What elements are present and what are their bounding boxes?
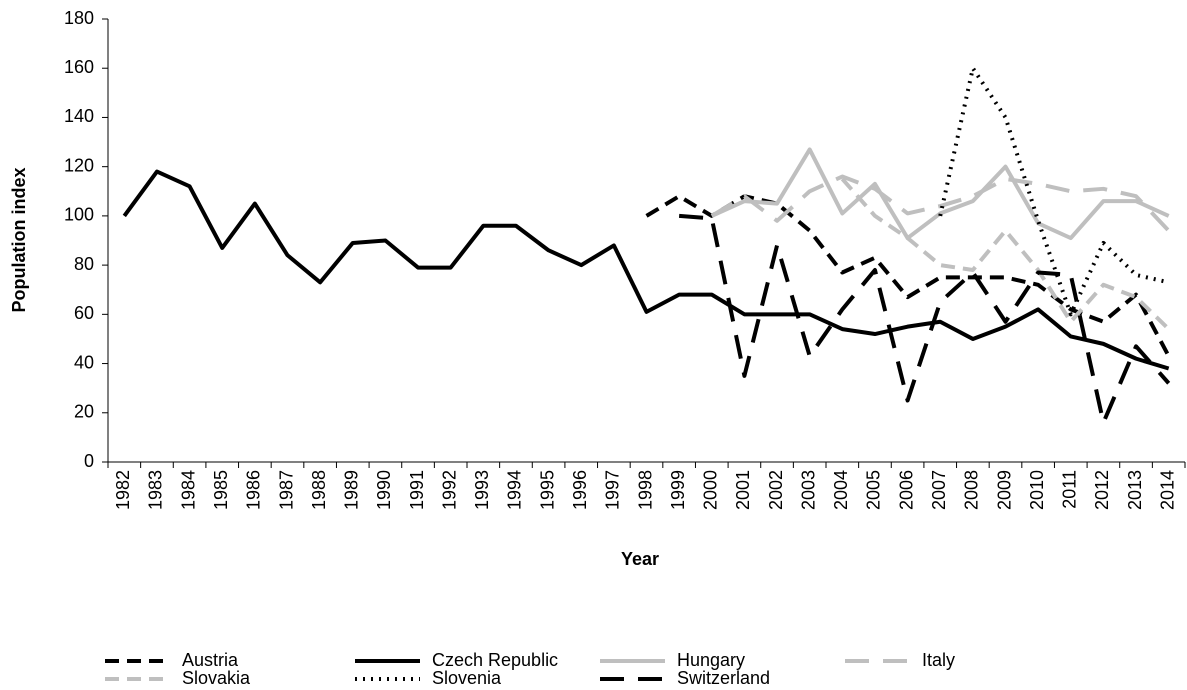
- x-tick-label: 1989: [342, 470, 362, 510]
- x-tick-label: 1990: [374, 470, 394, 510]
- x-tick-label: 1992: [439, 470, 459, 510]
- y-tick-label: 60: [74, 303, 94, 323]
- y-tick-label: 40: [74, 352, 94, 372]
- x-tick-label: 2012: [1092, 470, 1112, 510]
- x-tick-label: 2010: [1027, 470, 1047, 510]
- series-line: [645, 194, 1171, 358]
- y-tick-label: 180: [64, 8, 94, 28]
- x-tick-label: 2001: [733, 470, 753, 510]
- series-line: [938, 66, 1170, 317]
- series-line: [840, 177, 1171, 331]
- x-tick-label: 1984: [178, 470, 198, 510]
- x-tick-label: 1987: [276, 470, 296, 510]
- x-tick-label: 1982: [113, 470, 133, 510]
- x-tick-label: 2002: [766, 470, 786, 510]
- legend-label: Italy: [922, 650, 955, 670]
- y-tick-label: 160: [64, 57, 94, 77]
- x-tick-label: 1986: [244, 470, 264, 510]
- x-tick-label: 1983: [146, 470, 166, 510]
- series-line: [710, 147, 1170, 241]
- x-tick-label: 1985: [211, 470, 231, 510]
- x-tick-label: 1995: [537, 470, 557, 510]
- x-axis-label: Year: [621, 549, 659, 569]
- x-tick-label: 2011: [1060, 470, 1080, 509]
- y-axis-label: Population index: [9, 167, 29, 312]
- x-tick-label: 2000: [701, 470, 721, 510]
- x-tick-label: 2004: [831, 470, 851, 510]
- x-tick-label: 2008: [962, 470, 982, 510]
- x-tick-label: 2005: [864, 470, 884, 510]
- x-tick-label: 1991: [407, 470, 427, 510]
- x-tick-label: 2014: [1157, 470, 1177, 510]
- series-line: [678, 213, 1171, 425]
- legend-label: Switzerland: [677, 668, 770, 688]
- series-line: [122, 169, 1170, 371]
- y-tick-label: 120: [64, 155, 94, 175]
- x-tick-label: 2007: [929, 470, 949, 510]
- legend-label: Slovenia: [432, 668, 502, 688]
- y-tick-label: 140: [64, 106, 94, 126]
- legend-label: Czech Republic: [432, 650, 558, 670]
- x-tick-label: 1994: [505, 470, 525, 510]
- x-tick-label: 2009: [994, 470, 1014, 510]
- x-tick-label: 2003: [798, 470, 818, 510]
- x-tick-label: 1988: [309, 470, 329, 510]
- legend-label: Hungary: [677, 650, 745, 670]
- x-tick-label: 2013: [1125, 470, 1145, 510]
- x-tick-label: 1997: [603, 470, 623, 510]
- series-line: [710, 174, 1171, 233]
- y-tick-label: 0: [84, 451, 94, 471]
- x-tick-label: 1993: [472, 470, 492, 510]
- x-tick-label: 2006: [896, 470, 916, 510]
- x-tick-label: 1998: [635, 470, 655, 510]
- y-tick-label: 100: [64, 205, 94, 225]
- legend-label: Austria: [182, 650, 239, 670]
- x-tick-label: 1999: [668, 470, 688, 510]
- y-tick-label: 20: [74, 402, 94, 422]
- y-tick-label: 80: [74, 254, 94, 274]
- x-tick-label: 1996: [570, 470, 590, 510]
- legend-label: Slovakia: [182, 668, 251, 688]
